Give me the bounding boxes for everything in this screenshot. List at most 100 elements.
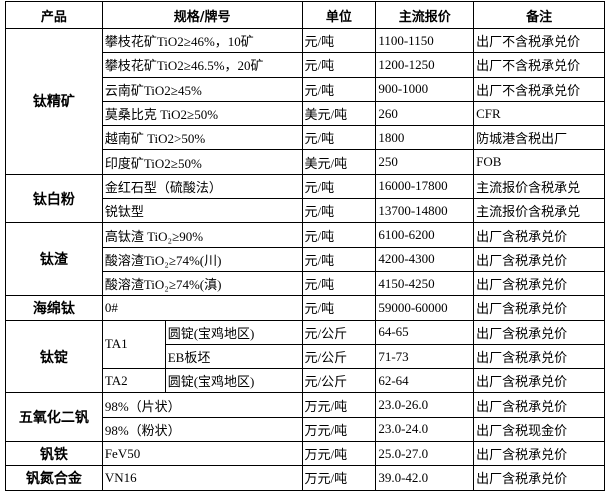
spec-cell: 酸溶渣TiO₂≥74%(滇) xyxy=(101,270,303,297)
spec-cell: 攀枝花矿TiO2≥46.5%，20矿 xyxy=(101,52,303,78)
price-cell: 1800 xyxy=(375,125,475,151)
price-cell: 62-64 xyxy=(375,368,475,394)
spec-cell: 酸溶渣TiO₂≥74%(川) xyxy=(101,246,303,272)
header-price: 主流报价 xyxy=(375,1,475,29)
spec-cell: 98%（粉状） xyxy=(101,416,303,443)
note-cell: 出厂含税承兑价 xyxy=(473,246,605,272)
table-row: 钒氮合金 VN16 万元/吨 39.0-42.0 出厂含税承兑价 xyxy=(5,465,605,491)
spec-cell: VN16 xyxy=(101,465,303,491)
price-table: 产品 规格/牌号 单位 主流报价 备注 钛精矿 攀枝花矿TiO2≥46%，10矿元… xyxy=(5,1,605,491)
note-cell: 出厂不含税承兑价 xyxy=(473,52,605,78)
header-product: 产品 xyxy=(5,1,103,29)
product-name: 钛锭 xyxy=(5,319,103,394)
spec-cell: 锐钛型 xyxy=(101,198,303,224)
unit-cell: 美元/吨 xyxy=(301,149,377,175)
product-name: 钛渣 xyxy=(5,222,103,297)
table-row: 钒铁 FeV50 万元/吨 25.0-27.0 出厂含税承兑价 xyxy=(5,441,605,467)
form-cell: 圆锭(宝鸡地区) xyxy=(164,368,303,394)
grade-cell: TA1 xyxy=(101,319,166,370)
header-row: 产品 规格/牌号 单位 主流报价 备注 xyxy=(5,1,605,29)
form-cell: EB板坯 xyxy=(164,343,303,370)
note-cell: 出厂含税承兑价 xyxy=(473,343,605,370)
form-cell: 圆锭(宝鸡地区) xyxy=(164,319,303,345)
spec-cell: 印度矿TiO2≥50% xyxy=(101,149,303,175)
unit-cell: 元/吨 xyxy=(301,27,377,54)
unit-cell: 万元/吨 xyxy=(301,392,377,418)
product-name: 钛白粉 xyxy=(5,173,103,224)
spec-cell: 越南矿 TiO2>50% xyxy=(101,125,303,151)
header-note: 备注 xyxy=(473,1,605,29)
unit-cell: 万元/吨 xyxy=(301,441,377,467)
price-cell: 260 xyxy=(375,100,475,127)
product-name: 五氧化二钒 xyxy=(5,392,103,443)
note-cell: 防城港含税出厂 xyxy=(473,125,605,151)
unit-cell: 万元/吨 xyxy=(301,416,377,443)
note-cell: 出厂含税现金价 xyxy=(473,416,605,443)
table-row: 98%（粉状） 万元/吨 23.0-24.0 出厂含税现金价 xyxy=(6,416,605,443)
unit-cell: 元/公斤 xyxy=(301,319,377,345)
product-name: 钒氮合金 xyxy=(5,465,103,491)
table-row: 云南矿TiO2≥45% 元/吨 900-1000 出厂不含税承兑价 xyxy=(6,76,605,102)
header-unit: 单位 xyxy=(301,1,377,29)
price-cell: 39.0-42.0 xyxy=(375,465,475,491)
unit-cell: 万元/吨 xyxy=(301,465,377,491)
note-cell: 出厂含税承兑价 xyxy=(473,368,605,394)
price-cell: 23.0-24.0 xyxy=(375,416,475,443)
unit-cell: 元/吨 xyxy=(301,295,377,321)
table-row: EB板坯 元/公斤 71-73 出厂含税承兑价 xyxy=(6,343,605,370)
unit-cell: 元/吨 xyxy=(301,222,377,248)
spec-cell: 莫桑比克 TiO2≥50% xyxy=(101,100,303,127)
price-cell: 59000-60000 xyxy=(375,295,475,321)
price-cell: 25.0-27.0 xyxy=(375,441,475,467)
price-cell: 4200-4300 xyxy=(375,246,475,272)
note-cell: 出厂含税承兑价 xyxy=(473,441,605,467)
unit-cell: 元/吨 xyxy=(301,198,377,224)
spec-cell: 高钛渣 TiO₂≥90% xyxy=(101,222,303,248)
table-row: 莫桑比克 TiO2≥50% 美元/吨 260 CFR xyxy=(6,100,605,127)
unit-cell: 元/吨 xyxy=(301,173,377,200)
unit-cell: 元/吨 xyxy=(301,246,377,272)
note-cell: FOB xyxy=(473,149,605,175)
product-name: 海绵钛 xyxy=(5,295,103,321)
spec-cell: 金红石型（硫酸法） xyxy=(101,173,303,200)
spec-cell: 0# xyxy=(101,295,303,321)
note-cell: 出厂含税承兑价 xyxy=(473,222,605,248)
unit-cell: 美元/吨 xyxy=(301,100,377,127)
grade-cell: TA2 xyxy=(101,368,166,394)
table-row: 酸溶渣TiO₂≥74%(川) 元/吨 4200-4300 出厂含税承兑价 xyxy=(6,246,605,272)
table-row: TA2 圆锭(宝鸡地区) 元/公斤 62-64 出厂含税承兑价 xyxy=(6,368,605,394)
note-cell: 主流报价含税承兑 xyxy=(473,198,605,224)
price-cell: 1200-1250 xyxy=(375,52,475,78)
price-cell: 900-1000 xyxy=(375,76,475,102)
unit-cell: 元/吨 xyxy=(301,125,377,151)
table-row: 海绵钛 0# 元/吨 59000-60000 出厂含税承兑价 xyxy=(5,295,605,321)
table-row: 酸溶渣TiO₂≥74%(滇) 元/吨 4150-4250 出厂含税承兑价 xyxy=(6,270,605,297)
price-cell: 4150-4250 xyxy=(375,270,475,297)
unit-cell: 元/公斤 xyxy=(301,368,377,394)
note-cell: 出厂不含税承兑价 xyxy=(473,76,605,102)
table-row: 越南矿 TiO2>50% 元/吨 1800 防城港含税出厂 xyxy=(6,125,605,151)
note-cell: 出厂含税承兑价 xyxy=(473,319,605,345)
table-row: 锐钛型 元/吨 13700-14800 主流报价含税承兑 xyxy=(6,198,605,224)
product-name: 钛精矿 xyxy=(5,28,103,175)
price-cell: 6100-6200 xyxy=(375,222,475,248)
table-row: 五氧化二钒 98%（片状） 万元/吨 23.0-26.0 出厂含税承兑价 xyxy=(5,392,605,443)
spec-cell: 98%（片状） xyxy=(101,392,303,418)
price-cell: 13700-14800 xyxy=(375,198,475,224)
table-row: 攀枝花矿TiO2≥46.5%，20矿 元/吨 1200-1250 出厂不含税承兑价 xyxy=(6,52,605,78)
table-row: 钛白粉 金红石型（硫酸法） 元/吨 16000-17800 主流报价含税承兑 xyxy=(5,173,605,224)
table-row: 钛锭 TA1 圆锭(宝鸡地区) 元/公斤 64-65 出厂含税承兑价 xyxy=(5,319,605,394)
spec-cell: 攀枝花矿TiO2≥46%，10矿 xyxy=(101,27,303,54)
note-cell: 出厂含税承兑价 xyxy=(473,392,605,418)
price-cell: 250 xyxy=(375,149,475,175)
header-spec: 规格/牌号 xyxy=(101,1,303,29)
table-row: 印度矿TiO2≥50% 美元/吨 250 FOB xyxy=(6,149,605,175)
price-cell: 71-73 xyxy=(375,343,475,370)
table-row: 钛渣 高钛渣 TiO₂≥90% 元/吨 6100-6200 出厂含税承兑价 xyxy=(5,222,605,297)
spec-cell: 云南矿TiO2≥45% xyxy=(101,76,303,102)
price-cell: 23.0-26.0 xyxy=(375,392,475,418)
note-cell: 出厂含税承兑价 xyxy=(473,270,605,297)
spec-cell: FeV50 xyxy=(101,441,303,467)
note-cell: CFR xyxy=(473,100,605,127)
note-cell: 出厂不含税承兑价 xyxy=(473,27,605,54)
